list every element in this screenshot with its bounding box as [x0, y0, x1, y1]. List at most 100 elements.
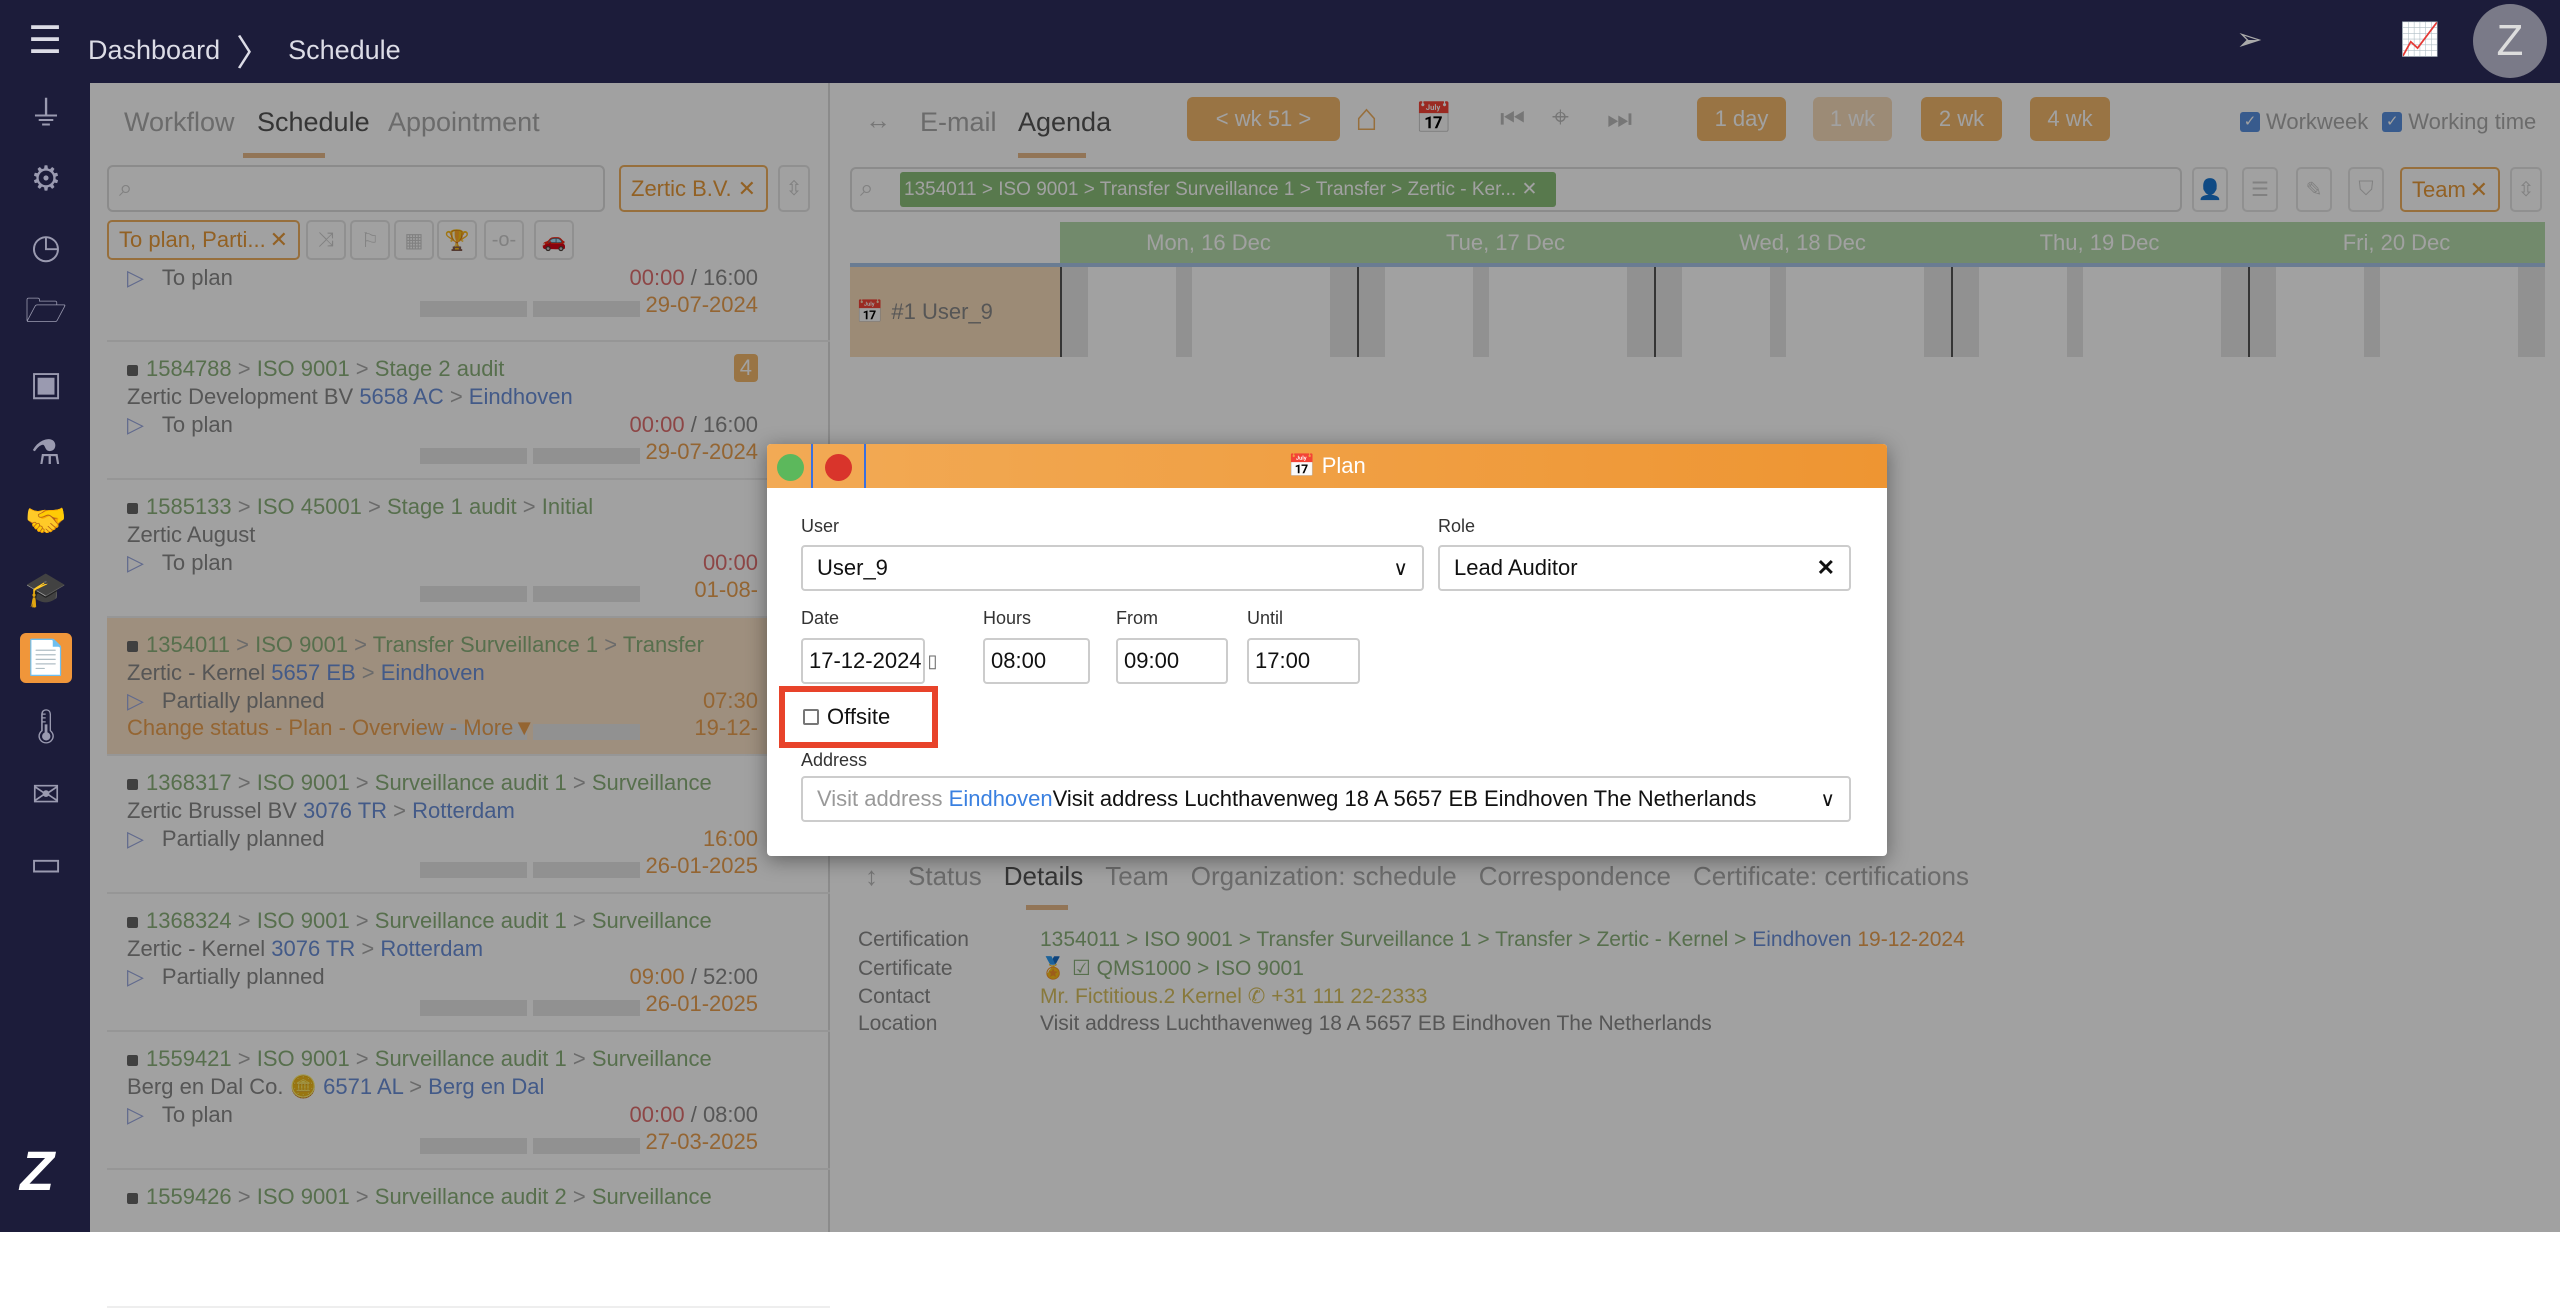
item-title[interactable]: 1559426 > ISO 9001 > Surveillance audit …: [127, 1184, 712, 1210]
flask-icon[interactable]: ⚗: [30, 433, 62, 472]
hours-input[interactable]: 08:00: [983, 638, 1090, 684]
tab-email[interactable]: E-mail: [920, 107, 997, 137]
list-item[interactable]: 1368317 > ISO 9001 > Surveillance audit …: [107, 756, 830, 894]
expand-horizontal-icon[interactable]: ↔: [865, 105, 891, 135]
city[interactable]: Eindhoven: [380, 660, 485, 685]
certificate-document-icon[interactable]: 📄: [20, 633, 72, 683]
day-column[interactable]: [2248, 267, 2545, 357]
plug-icon[interactable]: ⏚: [29, 94, 63, 133]
offsite-label[interactable]: Offsite: [827, 704, 891, 729]
from-input[interactable]: 09:00: [1116, 638, 1228, 684]
graduation-cap-icon[interactable]: 🎓: [24, 570, 68, 609]
role-input[interactable]: Lead Auditor ✕: [1438, 545, 1851, 591]
item-title[interactable]: 1368317 > ISO 9001 > Surveillance audit …: [127, 770, 712, 796]
play-icon[interactable]: ▷: [127, 412, 144, 437]
certification-value[interactable]: 1354011 > ISO 9001 > Transfer Surveillan…: [1040, 928, 1753, 951]
contact-card-icon[interactable]: ▣: [29, 365, 63, 403]
list-item[interactable]: 1585133 > ISO 45001 > Stage 1 audit > In…: [107, 480, 830, 618]
play-icon[interactable]: ▷: [127, 550, 144, 575]
range-4-wk[interactable]: 4 wk: [2030, 97, 2110, 141]
date-input[interactable]: 17-12-2024 ▯: [801, 638, 937, 684]
item-title[interactable]: 1584788 > ISO 9001 > Stage 2 audit: [127, 356, 504, 382]
tab-team[interactable]: Team: [1105, 861, 1169, 891]
avatar[interactable]: Z: [2473, 4, 2547, 78]
contact-value[interactable]: Mr. Fictitious.2 Kernel: [1040, 985, 1242, 1008]
clear-icon[interactable]: ✕: [269, 227, 288, 252]
postcode[interactable]: 3076 TR: [271, 936, 356, 961]
gear-icon[interactable]: ⚙: [30, 159, 62, 198]
shuffle-icon[interactable]: ⤨: [306, 220, 346, 260]
certificate-value[interactable]: QMS1000 > ISO 9001: [1096, 957, 1304, 980]
cancel-button[interactable]: [825, 454, 852, 481]
list-item[interactable]: 1354011 > ISO 9001 > Transfer Surveillan…: [107, 618, 830, 756]
clear-icon[interactable]: ✕: [1521, 179, 1538, 200]
calendar-icon[interactable]: ▭: [29, 844, 63, 883]
day-column[interactable]: [1060, 267, 1357, 357]
confirm-button[interactable]: [777, 454, 804, 481]
calendar-check-icon[interactable]: 📅: [1415, 102, 1453, 135]
home-icon[interactable]: ⌂: [1355, 97, 1378, 139]
postcode[interactable]: 5657 EB: [271, 660, 356, 685]
postcode[interactable]: 5658 AC: [359, 384, 444, 409]
workweek-checkbox[interactable]: ✓: [2240, 112, 2260, 132]
hamburger-menu-icon[interactable]: ☰: [28, 20, 63, 62]
sort-icon[interactable]: ⇳: [2510, 167, 2542, 212]
play-icon[interactable]: ▷: [127, 964, 144, 989]
pencil-icon[interactable]: ✎: [2296, 167, 2332, 212]
clear-icon[interactable]: ✕: [2469, 176, 2488, 202]
working-time-checkbox[interactable]: ✓: [2382, 112, 2403, 132]
chart-trend-icon[interactable]: 📈: [2400, 21, 2440, 57]
tab-organization-schedule[interactable]: Organization: schedule: [1190, 861, 1457, 891]
tab-correspondence[interactable]: Correspondence: [1478, 861, 1671, 891]
flag-icon[interactable]: ⚐: [350, 220, 390, 260]
phone-value[interactable]: +31 111 22-2333: [1271, 985, 1428, 1008]
thermometer-icon[interactable]: 🌡: [24, 707, 68, 746]
team-filter-chip[interactable]: Team ✕: [2400, 167, 2500, 212]
item-title[interactable]: 1559421 > ISO 9001 > Surveillance audit …: [127, 1046, 712, 1072]
day-column[interactable]: [1654, 267, 1951, 357]
handshake-icon[interactable]: 🤝: [24, 502, 68, 540]
offsite-checkbox[interactable]: [803, 709, 819, 725]
tab-agenda[interactable]: Agenda: [1018, 107, 1112, 137]
list-item[interactable]: 1368324 > ISO 9001 > Surveillance audit …: [107, 894, 830, 1032]
city[interactable]: Berg en Dal: [428, 1074, 545, 1099]
city[interactable]: Rotterdam: [380, 936, 484, 961]
organization-filter-chip[interactable]: Zertic B.V. ✕: [619, 165, 768, 212]
calendar-icon[interactable]: ▦: [394, 220, 434, 260]
send-icon[interactable]: ➢: [2236, 21, 2263, 57]
calendar-icon[interactable]: ▯: [927, 650, 938, 671]
week-navigator-button[interactable]: < wk 51 >: [1187, 97, 1340, 141]
item-title[interactable]: 1354011 > ISO 9001 > Transfer Surveillan…: [127, 632, 704, 658]
crosshair-icon[interactable]: ⌖: [1552, 101, 1569, 134]
resize-vertical-icon[interactable]: ↕: [865, 861, 878, 891]
play-icon[interactable]: ▷: [127, 265, 144, 290]
folder-open-icon[interactable]: 🗁: [24, 292, 68, 330]
tab-workflow[interactable]: Workflow: [124, 107, 235, 137]
certification-city[interactable]: Eindhoven: [1752, 928, 1852, 951]
day-column[interactable]: [1951, 267, 2248, 357]
address-select[interactable]: Visit address EindhovenVisit address Luc…: [801, 776, 1851, 822]
tab-status[interactable]: Status: [908, 861, 982, 891]
trophy-icon[interactable]: 🏆: [437, 220, 477, 260]
item-actions[interactable]: Change status - Plan - Overview - More▼: [127, 715, 536, 740]
tab-schedule[interactable]: Schedule: [257, 107, 370, 137]
clear-icon[interactable]: ✕: [1816, 555, 1835, 580]
last-icon[interactable]: ⏭: [1607, 103, 1633, 134]
play-icon[interactable]: ▷: [127, 688, 144, 713]
filter-chip[interactable]: 1354011 > ISO 9001 > Transfer Surveillan…: [900, 172, 1556, 207]
search-input[interactable]: ⌕: [107, 165, 605, 212]
clock-icon[interactable]: ◷: [31, 228, 61, 266]
play-icon[interactable]: ▷: [127, 826, 144, 851]
breadcrumb-dashboard[interactable]: Dashboard: [88, 34, 221, 65]
postcode[interactable]: 3076 TR: [303, 798, 388, 823]
user-icon[interactable]: 👤: [2192, 167, 2228, 212]
range-1-wk[interactable]: 1 wk: [1813, 97, 1892, 141]
status-filter-chip[interactable]: To plan, Parti... ✕: [107, 220, 300, 260]
range-2-wk[interactable]: 2 wk: [1921, 97, 2002, 141]
item-title[interactable]: 1585133 > ISO 45001 > Stage 1 audit > In…: [127, 494, 593, 520]
user-select[interactable]: User_9 ∨: [801, 545, 1424, 591]
envelope-icon[interactable]: ✉: [31, 776, 61, 814]
tab-details[interactable]: Details: [1003, 861, 1084, 891]
play-icon[interactable]: ▷: [127, 1102, 144, 1127]
list-icon[interactable]: ☰: [2242, 167, 2278, 212]
